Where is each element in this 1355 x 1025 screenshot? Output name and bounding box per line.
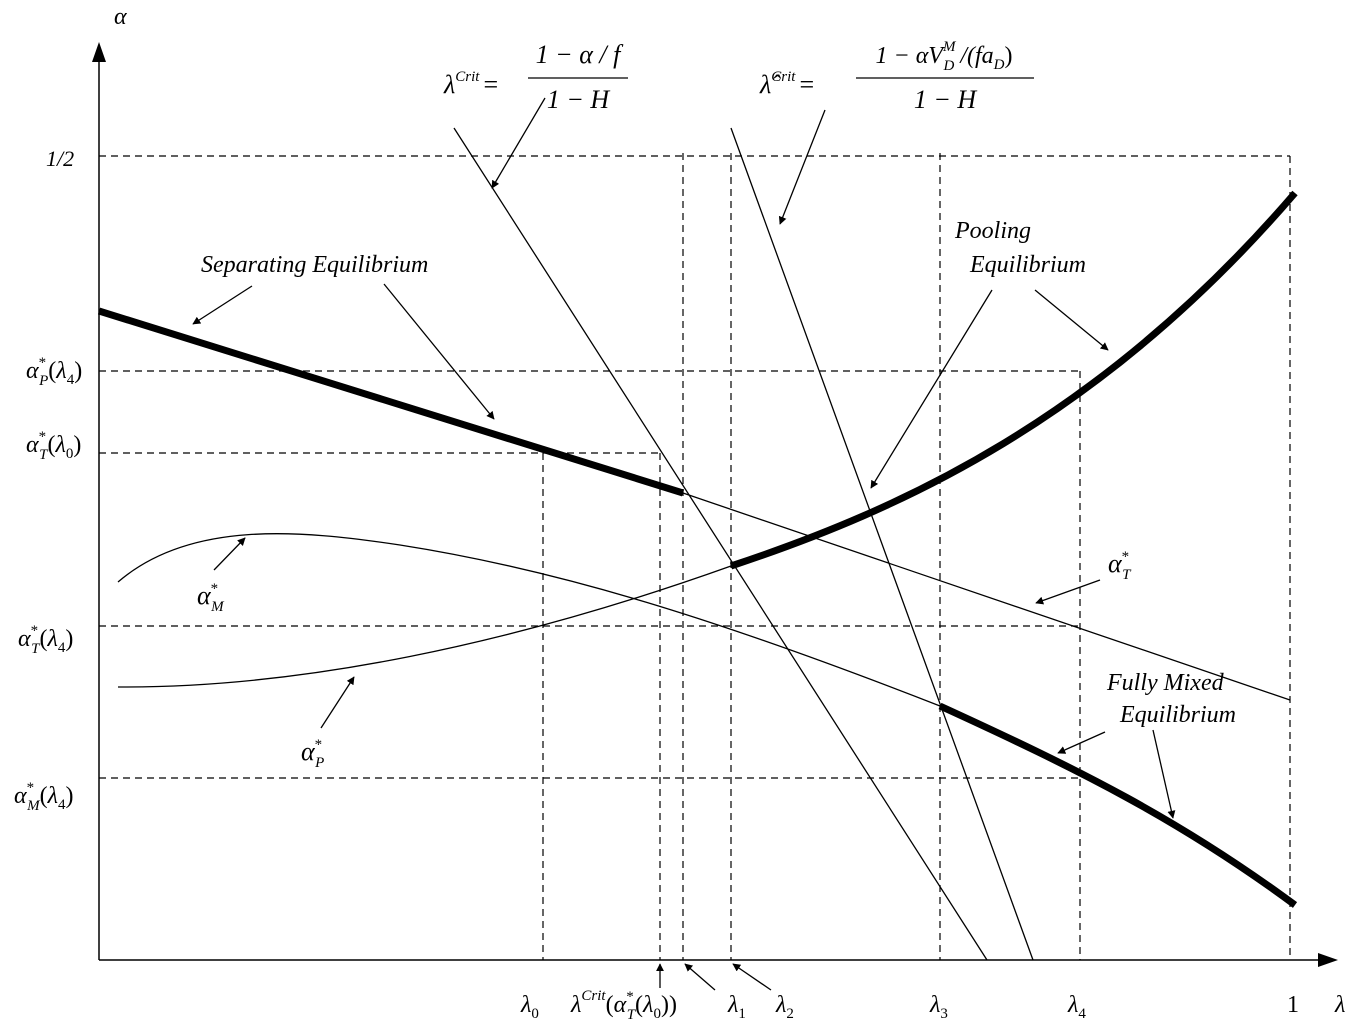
arrow-fully-mixed-1	[1057, 731, 1106, 754]
arrow-crit	[491, 97, 546, 189]
x-tick-one: 1	[1287, 992, 1299, 1018]
x-tick-lambda1: λ1	[727, 992, 746, 1022]
formula-lambda-crit-hat: λ̂Crit = 1 − αVM D /(faD) 1 − H	[759, 39, 1034, 114]
arrow-separating-2	[383, 283, 495, 420]
x-tick-lambda3: λ3	[929, 992, 948, 1022]
y-tick-t0: α* T(λ0)	[26, 429, 81, 463]
annotation-separating: Separating Equilibrium	[201, 252, 428, 278]
formula-lambda-crit: λCrit = 1 − α / f 1 − H	[443, 40, 628, 114]
annotation-fully-mixed-2: Equilibrium	[1119, 702, 1236, 728]
annotation-fully-mixed-1: Fully Mixed	[1106, 670, 1225, 696]
y-axis-arrow	[92, 42, 106, 62]
alpha-p-curve	[117, 565, 732, 688]
pooling-equilibrium-curve	[729, 190, 1298, 570]
curve-label-alpha-p: α* P	[301, 737, 324, 771]
arrow-tick-lambda2	[732, 963, 772, 991]
curve-label-alpha-m: α* M	[197, 581, 225, 615]
svg-text:α*P(λ4): α* P(λ4)	[26, 355, 82, 389]
svg-text:λCrit=: λCrit =	[443, 69, 498, 99]
svg-text:1 − H: 1 − H	[547, 85, 611, 114]
svg-text:α*T(λ0): α* T(λ0)	[26, 429, 81, 463]
svg-text:1 − H: 1 − H	[914, 85, 978, 114]
x-tick-lambda-crit: λCrit(α* T(λ0))	[570, 988, 677, 1023]
separating-equilibrium-curve	[97, 307, 685, 497]
y-axis-label: α	[114, 4, 127, 30]
curve-label-alpha-t: α* T	[1108, 549, 1132, 583]
thin-curves	[117, 127, 1291, 961]
x-tick-lambda0: λ0	[520, 992, 539, 1022]
arrow-crit-hat	[778, 109, 826, 225]
lambda-crit-hat-line	[730, 127, 1034, 961]
svg-text:α*M(λ4): α* M(λ4)	[14, 780, 74, 814]
x-tick-lambda2: λ2	[775, 992, 794, 1022]
arrow-tick-lambda1	[684, 963, 716, 991]
x-axis-arrow	[1318, 953, 1338, 967]
x-axis-label: λ	[1334, 992, 1345, 1018]
y-tick-half: 1/2	[46, 146, 74, 171]
arrow-alpha-p	[320, 676, 355, 729]
arrow-pooling-2	[1034, 289, 1109, 351]
arrow-separating-1	[192, 285, 253, 325]
fully-mixed-equilibrium-curve	[938, 702, 1298, 908]
annotation-arrows	[192, 97, 1176, 991]
alpha-t-curve	[682, 492, 1291, 701]
arrow-fully-mixed-2	[1152, 729, 1176, 819]
svg-text:λ̂Crit=: λ̂Crit =	[759, 69, 814, 99]
svg-text:1 − α / f: 1 − α / f	[536, 40, 624, 69]
x-tick-lambda4: λ4	[1067, 992, 1086, 1022]
y-tick-m4: α* M(λ4)	[14, 780, 74, 814]
arrow-alpha-t	[1035, 579, 1101, 605]
annotation-pooling-2: Equilibrium	[969, 252, 1086, 278]
y-tick-t4: α* T(λ4)	[18, 623, 73, 657]
arrow-alpha-m	[213, 537, 246, 571]
annotation-pooling-1: Pooling	[954, 218, 1031, 244]
svg-text:α*T(λ4): α* T(λ4)	[18, 623, 73, 657]
dashed-guides	[99, 153, 1291, 960]
lambda-crit-line	[453, 127, 988, 961]
y-tick-p4: α* P(λ4)	[26, 355, 82, 389]
arrow-pooling-1	[870, 289, 993, 489]
alpha-m-curve	[117, 533, 941, 707]
equilibrium-segments	[97, 190, 1298, 908]
